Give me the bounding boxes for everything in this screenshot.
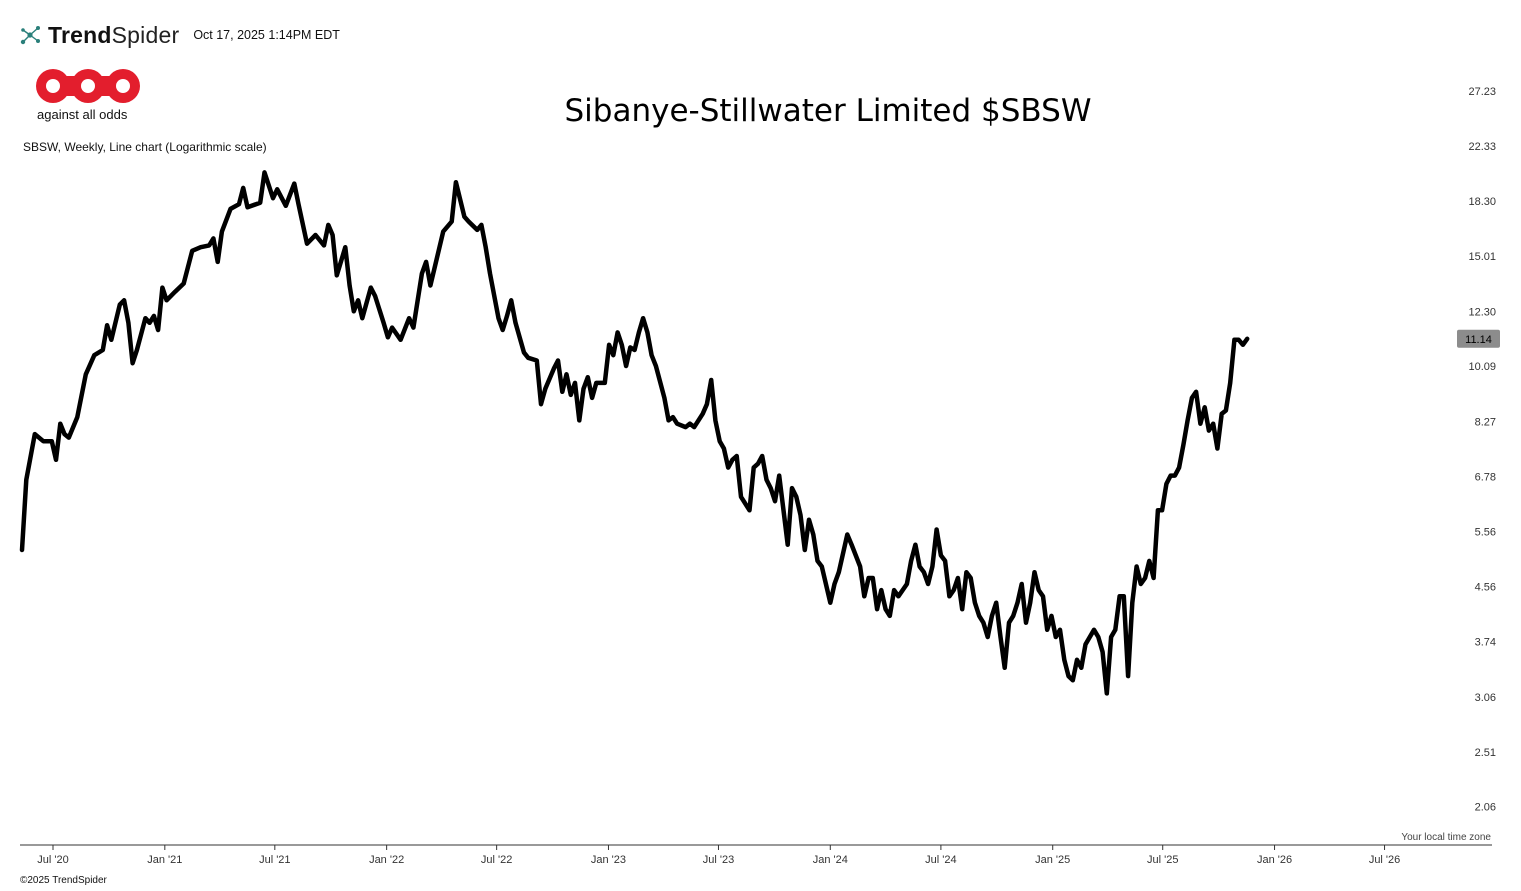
x-tick-label: Jul '24 — [925, 854, 956, 866]
chart-title: Sibanye-Stillwater Limited $SBSW — [564, 93, 1092, 129]
x-tick-label: Jan '26 — [1257, 854, 1292, 866]
y-tick-label: 4.56 — [1475, 581, 1496, 593]
y-tick-label: 2.51 — [1475, 747, 1496, 759]
x-tick-label: Jul '21 — [259, 854, 290, 866]
brand-name-bold: Trend — [48, 21, 112, 48]
y-tick-label: 8.27 — [1475, 416, 1496, 428]
header: TrendSpider Oct 17, 2025 1:14PM EDT — [18, 20, 340, 50]
y-tick-label: 2.06 — [1475, 802, 1496, 814]
timezone-note: Your local time zone — [1401, 832, 1491, 843]
y-tick-label: 18.30 — [1468, 196, 1496, 208]
y-tick-label: 3.74 — [1475, 636, 1496, 648]
x-tick-label: Jul '25 — [1147, 854, 1178, 866]
x-tick-label: Jan '25 — [1035, 854, 1070, 866]
last-price-tag-bg — [1457, 329, 1500, 348]
y-tick-label: 22.33 — [1468, 141, 1496, 153]
last-price-tag: 11.14 — [1457, 329, 1500, 348]
y-tick-label: 5.56 — [1475, 526, 1496, 538]
y-tick-label: 3.06 — [1475, 692, 1496, 704]
brand-name: TrendSpider — [48, 22, 179, 49]
x-tick-label: Jan '21 — [147, 854, 182, 866]
timestamp: Oct 17, 2025 1:14PM EDT — [193, 28, 340, 42]
price-line — [19, 170, 1250, 696]
x-axis-ticks: Jul '20 Jan '21 Jul '21 Jan '22 Jul '22 Jan '… — [37, 845, 1400, 866]
last-price-label: 11.14 — [1465, 334, 1492, 346]
y-tick-label: 12.30 — [1468, 306, 1496, 318]
x-tick-label: Jan '22 — [369, 854, 404, 866]
x-tick-label: Jul '22 — [481, 854, 512, 866]
chart-description: SBSW, Weekly, Line chart (Logarithmic sc… — [23, 140, 267, 154]
trendspider-logo-icon — [20, 26, 40, 45]
logo-tagline: against all odds — [37, 107, 128, 122]
x-tick-label: Jul '26 — [1369, 854, 1400, 866]
y-axis-ticks: 27.23 22.33 18.30 15.01 12.30 10.09 8.27 6.78 5.… — [1468, 86, 1496, 814]
x-tick-label: Jan '24 — [813, 854, 848, 866]
x-tick-label: Jan '23 — [591, 854, 626, 866]
x-tick-label: Jul '23 — [703, 854, 734, 866]
copyright: ©2025 TrendSpider — [20, 875, 107, 886]
brand-name-light: Spider — [111, 21, 180, 48]
y-tick-label: 15.01 — [1468, 251, 1496, 263]
y-tick-label: 27.23 — [1468, 86, 1496, 98]
y-tick-label: 10.09 — [1468, 361, 1496, 373]
x-tick-label: Jul '20 — [37, 854, 68, 866]
against-all-odds-logo — [36, 69, 140, 103]
y-tick-label: 6.78 — [1475, 471, 1496, 483]
